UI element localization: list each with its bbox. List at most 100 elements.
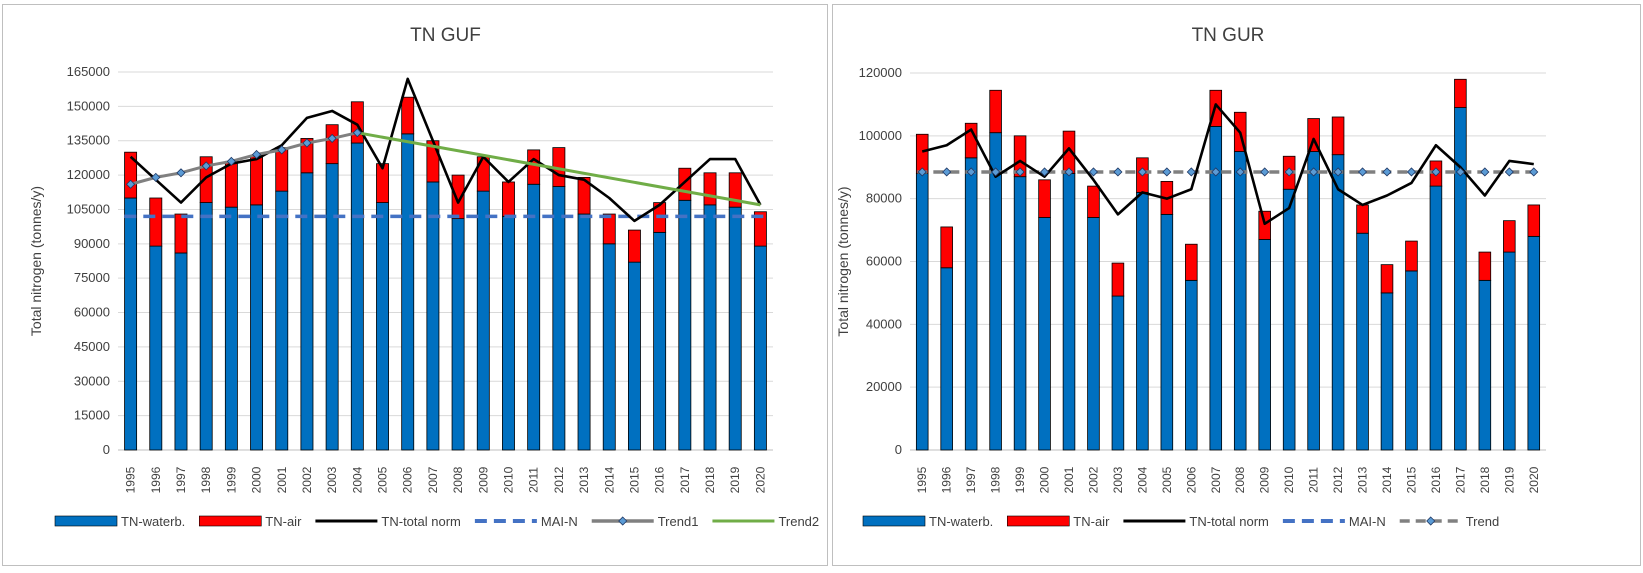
c1-bar-waterb-2011	[1307, 151, 1320, 451]
c1-bar-waterb-2020	[1527, 235, 1541, 451]
c0-trend1-marker-1996	[151, 172, 161, 182]
c1-trend-marker-2000	[1039, 167, 1050, 177]
c1-legend-marker-trend	[1426, 516, 1436, 526]
c0-bar-air-1999	[224, 160, 238, 208]
c0-bar-air-2003	[325, 124, 339, 165]
c0-legend-swatch-tn-waterb-	[54, 515, 118, 527]
c0-bar-waterb-2016	[653, 231, 667, 451]
c0-trend2-line	[357, 131, 761, 207]
c1-x-tick-label-2017: 2017	[1453, 466, 1467, 493]
c1-x-tick-label-2020: 2020	[1527, 466, 1541, 493]
c0-trend1-marker-2002	[302, 138, 312, 148]
c0-x-tick-label-1995: 1995	[124, 466, 138, 493]
c0-x-tick-label-2004: 2004	[350, 466, 364, 493]
c0-bar-waterb-2005	[376, 202, 389, 451]
c0-y-tick-label-135000: 135000	[67, 133, 110, 148]
c0-bar-waterb-1995	[124, 197, 138, 451]
c1-trend-marker-2009	[1260, 167, 1270, 177]
chart-tn-guf-svg: TN GUF 0 15000 30000 45000 60000 75000 90000 105…	[28, 25, 819, 529]
c0-x-tick-label-2000: 2000	[250, 466, 264, 493]
c0-x-tick-label-1999: 1999	[224, 466, 238, 493]
c0-bar-air-2011	[527, 149, 541, 185]
c1-bar-waterb-2003	[1111, 295, 1125, 451]
c1-tn-total-norm-line	[921, 103, 1534, 226]
c1-bar-air-1999	[1013, 135, 1027, 178]
c1-bar-air-2017	[1454, 78, 1467, 108]
c1-y-tick-label-80000: 80000	[866, 191, 902, 206]
c0-trend1-marker-2000	[251, 149, 262, 160]
c1-y-axis-label: Total nitrogen (tonnes/y)	[835, 186, 851, 336]
c1-bar-air-2013	[1356, 204, 1369, 234]
chart-tn-guf: TN GUF 0 15000 30000 45000 60000 75000 90000 105…	[2, 4, 828, 566]
c0-bar-waterb-1996	[149, 245, 163, 451]
c0-bar-waterb-1998	[199, 202, 213, 451]
c1-bar-air-2009	[1258, 210, 1271, 240]
c1-bar-waterb-2018	[1478, 279, 1492, 451]
c0-x-tick-label-2003: 2003	[325, 466, 339, 493]
c1-x-tick-label-2018: 2018	[1478, 466, 1492, 493]
c0-bar-waterb-2019	[728, 206, 742, 451]
c0-x-tick-label-2012: 2012	[552, 466, 566, 493]
c0-x-tick-label-2011: 2011	[527, 467, 541, 493]
c1-y-tick-label-60000: 60000	[866, 254, 902, 269]
c1-trend-marker-2008	[1235, 167, 1245, 177]
c1-trend-marker-2003	[1113, 167, 1123, 177]
c1-x-tick-label-1999: 1999	[1013, 466, 1027, 493]
c0-bar-waterb-2001	[275, 190, 289, 451]
c0-trend1-marker-1998	[201, 161, 211, 171]
c1-chart-title: TN GUR	[1192, 25, 1265, 46]
c0-legend-label-mai-n: MAI-N	[541, 514, 578, 529]
c1-y-tick-label-0: 0	[895, 442, 902, 457]
c1-bar-air-1998	[989, 89, 1002, 134]
c0-bar-air-2006	[401, 96, 415, 135]
c1-bar-air-2003	[1111, 262, 1125, 297]
c0-bar-waterb-2013	[577, 213, 591, 451]
c1-trend-marker-1997	[966, 167, 976, 177]
c1-bar-waterb-2010	[1282, 188, 1296, 451]
c0-y-tick-label-30000: 30000	[74, 373, 110, 388]
c1-x-tick-label-1998: 1998	[989, 466, 1003, 493]
c0-x-tick-label-2010: 2010	[501, 466, 515, 493]
c1-bar-waterb-1998	[989, 132, 1002, 451]
c1-x-tick-label-2015: 2015	[1404, 466, 1418, 493]
c0-y-tick-label-90000: 90000	[74, 236, 110, 251]
c1-y-tick-label-100000: 100000	[859, 128, 902, 143]
c0-x-tick-label-2006: 2006	[401, 466, 415, 493]
c1-bar-waterb-1999	[1013, 176, 1027, 451]
c1-bar-air-2019	[1503, 220, 1516, 253]
c0-x-tick-label-2019: 2019	[728, 466, 742, 493]
c1-x-tick-label-2000: 2000	[1038, 466, 1052, 493]
c1-y-tick-label-20000: 20000	[866, 379, 902, 394]
c1-bar-waterb-2015	[1405, 270, 1418, 451]
c0-bar-waterb-2008	[451, 218, 465, 451]
c0-bar-waterb-2015	[627, 261, 641, 451]
c0-bar-air-1995	[124, 151, 138, 199]
c0-trend1-marker-2001	[277, 145, 287, 155]
c0-chart-title: TN GUF	[410, 25, 481, 46]
c0-bar-waterb-2000	[250, 204, 264, 451]
c1-trend-marker-1998	[991, 167, 1001, 177]
c0-x-tick-label-1996: 1996	[149, 466, 163, 493]
c1-bar-waterb-2000	[1038, 217, 1051, 451]
c0-x-tick-label-2009: 2009	[476, 466, 490, 493]
c1-bar-waterb-1995	[915, 173, 929, 451]
c1-trend-marker-2015	[1406, 167, 1417, 177]
c1-x-tick-label-2012: 2012	[1331, 466, 1345, 493]
c1-trend-marker-2012	[1333, 167, 1343, 177]
c1-legend-label-tn-air: TN-air	[1073, 514, 1110, 529]
c1-bar-waterb-2017	[1454, 107, 1467, 451]
c1-bar-waterb-2008	[1233, 151, 1247, 451]
c0-trend1-marker-1995	[126, 179, 136, 189]
c0-bar-waterb-2017	[678, 199, 692, 451]
c0-bar-waterb-2006	[401, 133, 415, 451]
c1-bar-waterb-1997	[964, 157, 978, 451]
c0-y-tick-label-105000: 105000	[67, 201, 110, 216]
c1-trend-marker-1999	[1015, 167, 1025, 177]
c1-trend-marker-1996	[942, 167, 952, 177]
c0-y-tick-label-60000: 60000	[74, 305, 110, 320]
c1-bar-air-2006	[1185, 243, 1198, 281]
c0-x-tick-label-2001: 2001	[275, 466, 289, 493]
c0-bar-waterb-2020	[753, 245, 767, 451]
c0-bar-waterb-1999	[224, 206, 238, 451]
c1-x-tick-label-2001: 2001	[1062, 466, 1076, 493]
